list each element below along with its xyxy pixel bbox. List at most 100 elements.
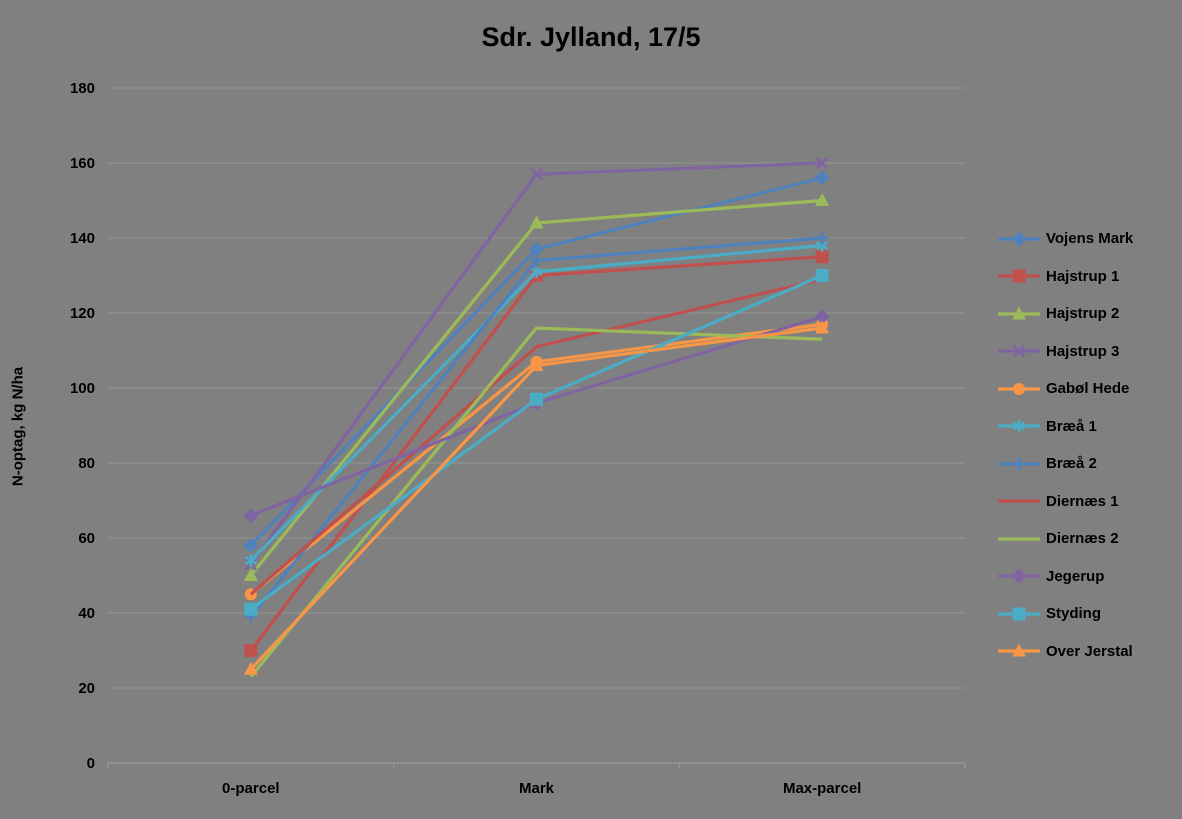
data-point-marker: [244, 554, 258, 567]
legend-circle-marker-icon: [998, 382, 1040, 395]
legend-plus-marker-icon: [998, 457, 1040, 471]
data-point-marker: [529, 358, 544, 371]
legend-label: Gabøl Hede: [1046, 380, 1130, 398]
data-point-marker: [814, 309, 830, 325]
data-point-marker: [1012, 269, 1026, 283]
data-point-marker: [1012, 306, 1026, 320]
data-point-marker: [1011, 231, 1027, 247]
legend-label: Jegerup: [1046, 567, 1105, 585]
legend-label: Over Jerstal: [1046, 642, 1133, 660]
data-point-marker: [815, 320, 830, 334]
legend-item-hajstrup-1: Hajstrup 1: [997, 258, 1179, 296]
data-point-marker: [530, 254, 543, 267]
legend-item-gabøl-hede: Gabøl Hede: [997, 370, 1179, 408]
data-point-marker: [815, 250, 829, 264]
data-point-marker: [815, 269, 829, 282]
data-point-marker: [244, 602, 258, 616]
data-point-marker: [815, 193, 830, 206]
legend-diamond-marker-icon: [998, 568, 1040, 584]
legend-square-marker-icon: [998, 269, 1040, 283]
series-bræå-2: [244, 231, 829, 624]
legend-item-bræå-1: Bræå 1: [997, 408, 1179, 446]
y-tick-label: 180: [70, 80, 95, 97]
legend-label: Hajstrup 1: [1046, 267, 1120, 285]
legend-diamond-marker-icon: [998, 231, 1040, 247]
series-line: [249, 326, 823, 671]
series-hajstrup-3: [244, 156, 829, 571]
legend-label: Hajstrup 3: [1046, 342, 1120, 360]
y-tick-label: 160: [70, 155, 95, 172]
series-diernæs-2: [249, 326, 823, 678]
series-line: [249, 274, 823, 611]
series-diernæs-1: [249, 277, 823, 596]
legend-asterisk-marker-icon: [998, 419, 1040, 433]
series-jegerup: [243, 309, 830, 523]
data-point-marker: [243, 568, 258, 581]
data-point-marker: [1012, 607, 1026, 621]
x-category-label: Mark: [519, 780, 555, 797]
data-point-marker: [814, 170, 830, 186]
series-line: [249, 236, 823, 618]
series-over-jerstal: [243, 320, 830, 675]
legend-item-diernæs-1: Diernæs 1: [997, 483, 1179, 521]
data-point-marker: [530, 265, 543, 279]
data-point-marker: [1012, 344, 1026, 358]
legend-item-over-jerstal: Over Jerstal: [997, 633, 1179, 671]
data-point-marker: [243, 538, 259, 553]
legend-label: Styding: [1046, 605, 1101, 623]
legend-triangle-marker-icon: [998, 643, 1040, 657]
y-tick-label: 100: [70, 380, 95, 397]
legend-square-marker-icon: [998, 607, 1040, 621]
series-hajstrup-2: [243, 193, 830, 581]
legend-item-styding: Styding: [997, 595, 1179, 633]
legend-triangle-marker-icon: [998, 306, 1040, 320]
data-point-marker: [529, 215, 544, 229]
data-point-marker: [243, 661, 258, 675]
data-point-marker: [243, 508, 259, 523]
series-line: [249, 255, 823, 652]
y-tick-label: 120: [70, 305, 95, 322]
data-point-marker: [815, 156, 829, 170]
series-styding: [244, 269, 829, 616]
legend-item-bræå-2: Bræå 2: [997, 445, 1179, 483]
data-point-marker: [815, 231, 829, 245]
y-tick-label: 0: [87, 755, 95, 772]
data-point-marker: [1012, 457, 1026, 471]
legend: Vojens Mark Hajstrup 1 Hajstrup 2 Hajstrup …: [997, 220, 1179, 670]
data-point-marker: [1012, 419, 1026, 433]
legend-label: Hajstrup 2: [1046, 305, 1120, 323]
data-point-marker: [1012, 643, 1026, 657]
legend-label: Diernæs 2: [1046, 530, 1119, 548]
legend-label: Bræå 2: [1046, 455, 1097, 473]
data-point-marker: [1011, 568, 1027, 584]
legend-item-hajstrup-3: Hajstrup 3: [997, 333, 1179, 371]
y-tick-label: 80: [78, 455, 95, 472]
data-point-marker: [530, 392, 543, 406]
data-point-marker: [530, 167, 543, 181]
data-point-marker: [1013, 382, 1025, 395]
legend-line-swatch: [998, 537, 1040, 541]
x-category-label: 0-parcel: [222, 780, 280, 797]
legend-x-marker-icon: [998, 344, 1040, 358]
series-bræå-1: [244, 239, 829, 567]
x-category-label: Max-parcel: [783, 780, 861, 797]
data-point-marker: [244, 644, 258, 657]
y-tick-label: 140: [70, 230, 95, 247]
legend-item-diernæs-2: Diernæs 2: [997, 520, 1179, 558]
legend-item-jegerup: Jegerup: [997, 558, 1179, 596]
legend-label: Diernæs 1: [1046, 492, 1119, 510]
series-vojens-mark: [243, 170, 830, 553]
y-tick-label: 40: [78, 605, 95, 622]
y-tick-label: 20: [78, 680, 95, 697]
data-point-marker: [529, 241, 544, 257]
y-tick-label: 60: [78, 530, 95, 547]
legend-label: Vojens Mark: [1046, 230, 1134, 248]
chart-title: Sdr. Jylland, 17/5: [481, 22, 701, 52]
legend-item-hajstrup-2: Hajstrup 2: [997, 295, 1179, 333]
legend-item-vojens-mark: Vojens Mark: [997, 220, 1179, 258]
legend-label: Bræå 1: [1046, 417, 1097, 435]
series-line: [249, 326, 823, 678]
legend-line-swatch: [998, 499, 1040, 503]
